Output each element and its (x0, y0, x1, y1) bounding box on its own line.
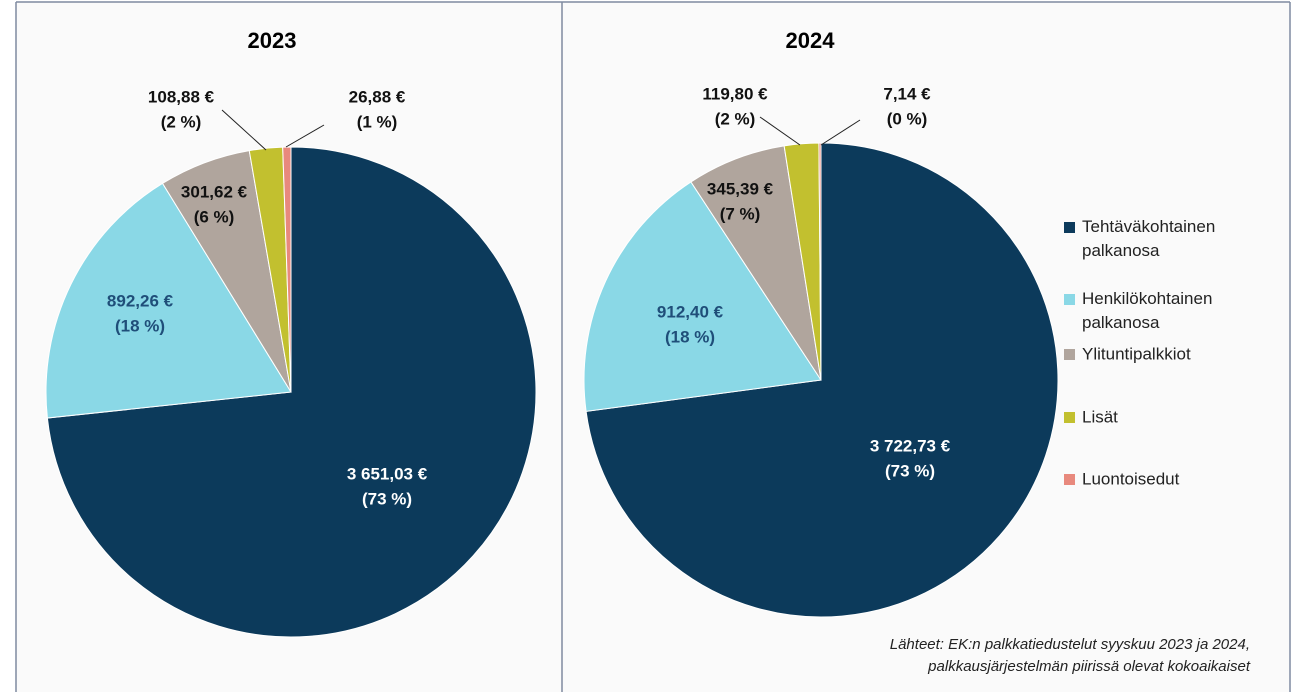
pie-slice (46, 146, 537, 638)
percent-label: (73 %) (885, 461, 935, 480)
percent-label: (18 %) (115, 316, 165, 335)
legend-swatch (1064, 294, 1075, 305)
pie-slice (585, 142, 1059, 618)
data-label: 119,80 € (702, 84, 768, 103)
data-label: 912,40 € (657, 302, 724, 321)
pie-slice (583, 181, 822, 412)
chart-title: 2023 (248, 28, 297, 53)
leader-line (285, 124, 325, 148)
legend-label: Luontoisedut (1082, 469, 1180, 488)
legend-swatch (1064, 474, 1075, 485)
legend-swatch (1064, 222, 1075, 233)
pie-slice (45, 182, 292, 419)
source: Lähteet: EK:n palkkatiedustelut syyskuu … (890, 636, 1250, 653)
leader-line (221, 109, 267, 151)
legend-swatch (1064, 412, 1075, 423)
percent-label: (18 %) (665, 327, 715, 346)
data-label: 3 651,03 € (347, 464, 428, 483)
data-label: 108,88 € (148, 87, 215, 106)
leader-line (759, 116, 801, 146)
percent-label: (0 %) (887, 109, 928, 128)
legend-label: Lisät (1082, 407, 1118, 426)
legend-label: Ylituntipalkkiot (1082, 344, 1191, 363)
percent-label: (7 %) (720, 204, 761, 223)
pie-slice (818, 142, 822, 381)
chart-title: 2024 (786, 28, 836, 53)
source: palkkausjärjestelmän piirissä olevat kok… (927, 658, 1251, 675)
percent-label: (2 %) (161, 112, 202, 131)
data-label: 7,14 € (883, 84, 931, 103)
legend-swatch (1064, 349, 1075, 360)
percent-label: (2 %) (715, 109, 756, 128)
legend-label: Tehtäväkohtainen palkanosa (1082, 217, 1215, 260)
data-label: 3 722,73 € (870, 436, 951, 455)
data-label: 892,26 € (107, 291, 174, 310)
legend-label: Henkilökohtainen palkanosa (1082, 289, 1212, 332)
percent-label: (73 %) (362, 489, 412, 508)
percent-label: (6 %) (194, 207, 235, 226)
percent-label: (1 %) (357, 112, 398, 131)
leader-line (820, 119, 861, 146)
data-label: 301,62 € (181, 182, 248, 201)
data-label: 345,39 € (707, 179, 774, 198)
data-label: 26,88 € (349, 87, 406, 106)
